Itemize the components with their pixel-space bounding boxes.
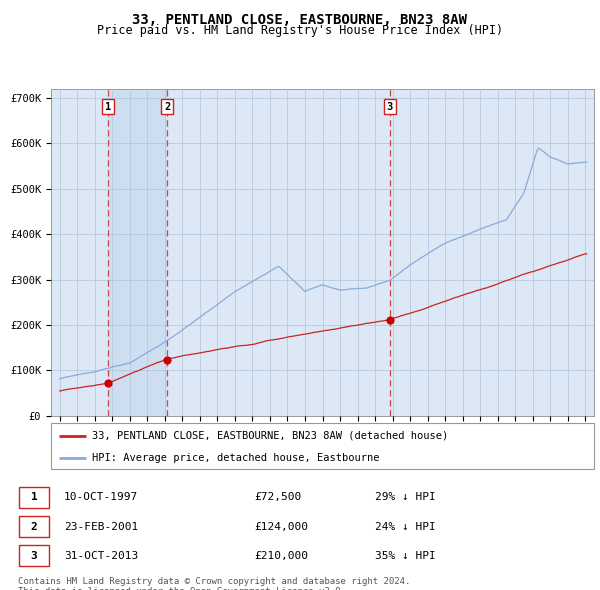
Text: 24% ↓ HPI: 24% ↓ HPI xyxy=(375,522,436,532)
Text: 31-OCT-2013: 31-OCT-2013 xyxy=(64,551,138,560)
FancyBboxPatch shape xyxy=(19,487,49,508)
Text: Contains HM Land Registry data © Crown copyright and database right 2024.
This d: Contains HM Land Registry data © Crown c… xyxy=(18,577,410,590)
FancyBboxPatch shape xyxy=(19,545,49,566)
Text: £72,500: £72,500 xyxy=(254,493,301,502)
Text: £124,000: £124,000 xyxy=(254,522,308,532)
Text: 1: 1 xyxy=(106,101,112,112)
Text: 23-FEB-2001: 23-FEB-2001 xyxy=(64,522,138,532)
Text: 2: 2 xyxy=(164,101,170,112)
Text: Price paid vs. HM Land Registry's House Price Index (HPI): Price paid vs. HM Land Registry's House … xyxy=(97,24,503,37)
Text: 33, PENTLAND CLOSE, EASTBOURNE, BN23 8AW (detached house): 33, PENTLAND CLOSE, EASTBOURNE, BN23 8AW… xyxy=(92,431,448,441)
Text: 3: 3 xyxy=(31,551,37,560)
Point xyxy=(104,378,113,388)
Bar xyxy=(109,88,167,416)
Text: 2: 2 xyxy=(31,522,37,532)
Point xyxy=(163,355,172,364)
Point xyxy=(385,316,394,325)
Text: 35% ↓ HPI: 35% ↓ HPI xyxy=(375,551,436,560)
Text: £210,000: £210,000 xyxy=(254,551,308,560)
Text: 29% ↓ HPI: 29% ↓ HPI xyxy=(375,493,436,502)
Text: 10-OCT-1997: 10-OCT-1997 xyxy=(64,493,138,502)
FancyBboxPatch shape xyxy=(19,516,49,537)
FancyBboxPatch shape xyxy=(51,423,594,469)
Text: 3: 3 xyxy=(386,101,393,112)
Text: 33, PENTLAND CLOSE, EASTBOURNE, BN23 8AW: 33, PENTLAND CLOSE, EASTBOURNE, BN23 8AW xyxy=(133,13,467,27)
Text: HPI: Average price, detached house, Eastbourne: HPI: Average price, detached house, East… xyxy=(92,453,379,463)
Text: 1: 1 xyxy=(31,493,37,502)
